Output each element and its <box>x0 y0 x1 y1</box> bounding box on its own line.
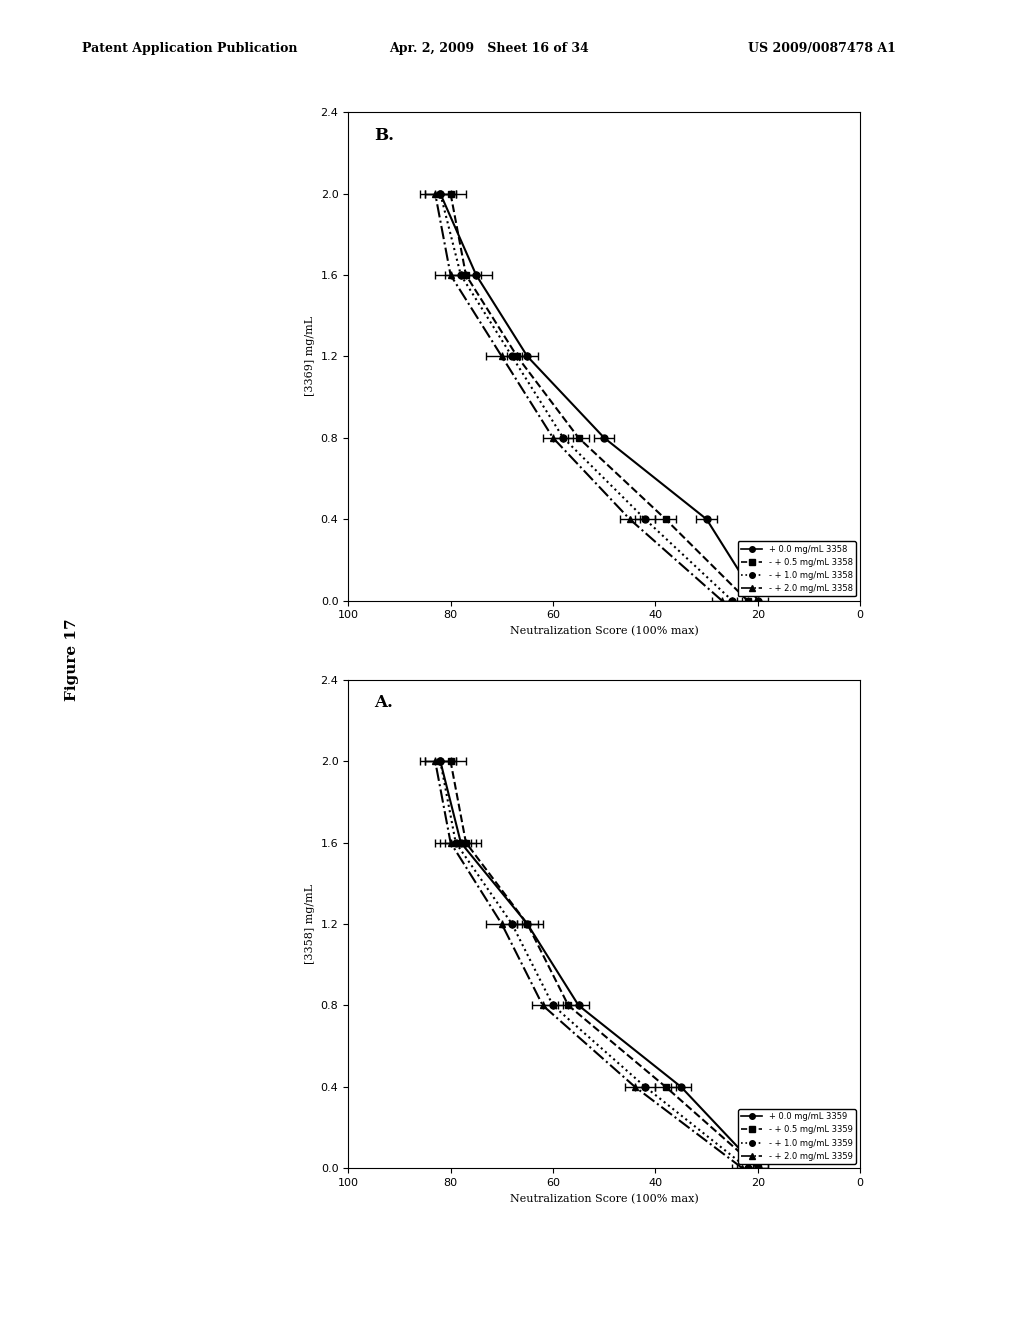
Legend: + 0.0 mg/mL 3359, - + 0.5 mg/mL 3359, - + 1.0 mg/mL 3359, - + 2.0 mg/mL 3359: + 0.0 mg/mL 3359, - + 0.5 mg/mL 3359, - … <box>738 1109 856 1164</box>
Text: B.: B. <box>374 127 394 144</box>
Y-axis label: [3369] mg/mL: [3369] mg/mL <box>305 317 315 396</box>
Y-axis label: [3358] mg/mL: [3358] mg/mL <box>305 884 315 964</box>
Text: Apr. 2, 2009   Sheet 16 of 34: Apr. 2, 2009 Sheet 16 of 34 <box>389 42 589 55</box>
Text: Figure 17: Figure 17 <box>65 619 79 701</box>
Text: US 2009/0087478 A1: US 2009/0087478 A1 <box>748 42 895 55</box>
X-axis label: Neutralization Score (100% max): Neutralization Score (100% max) <box>510 626 698 636</box>
X-axis label: Neutralization Score (100% max): Neutralization Score (100% max) <box>510 1193 698 1204</box>
Text: Patent Application Publication: Patent Application Publication <box>82 42 297 55</box>
Text: A.: A. <box>374 694 392 711</box>
Legend: + 0.0 mg/mL 3358, - + 0.5 mg/mL 3358, - + 1.0 mg/mL 3358, - + 2.0 mg/mL 3358: + 0.0 mg/mL 3358, - + 0.5 mg/mL 3358, - … <box>738 541 856 597</box>
